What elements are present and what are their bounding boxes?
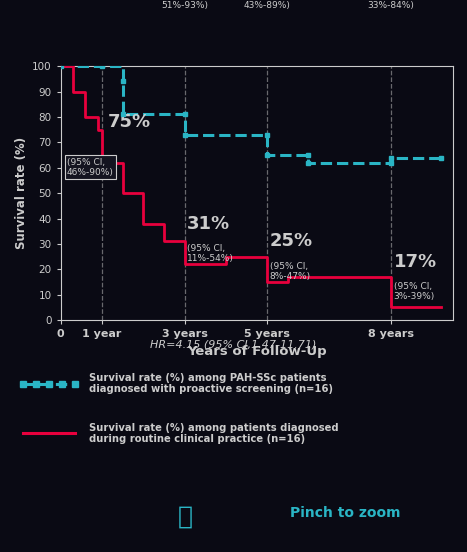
Text: 31%: 31% bbox=[187, 215, 230, 233]
Text: 75%: 75% bbox=[108, 113, 151, 131]
Text: Pinch to zoom: Pinch to zoom bbox=[290, 506, 400, 521]
X-axis label: Years of Follow-Up: Years of Follow-Up bbox=[187, 345, 326, 358]
Text: Survival rate (%) among PAH-SSc patients
diagnosed with proactive screening (n=1: Survival rate (%) among PAH-SSc patients… bbox=[89, 373, 333, 395]
Text: HR=4.15 (95% CI,1.47-11.71): HR=4.15 (95% CI,1.47-11.71) bbox=[150, 339, 317, 349]
Text: 👍: 👍 bbox=[177, 504, 192, 528]
Text: (95% CI,
11%-54%): (95% CI, 11%-54%) bbox=[187, 244, 234, 263]
Text: (95% CI,
51%-93%): (95% CI, 51%-93%) bbox=[161, 0, 208, 10]
Text: (95% CI,
43%-89%): (95% CI, 43%-89%) bbox=[244, 0, 290, 10]
Text: (95% CI,
46%-90%): (95% CI, 46%-90%) bbox=[67, 158, 114, 177]
Text: (95% CI,
8%-47%): (95% CI, 8%-47%) bbox=[269, 262, 311, 281]
Text: 17%: 17% bbox=[394, 253, 437, 271]
Y-axis label: Survival rate (%): Survival rate (%) bbox=[15, 137, 28, 250]
Text: 25%: 25% bbox=[269, 232, 313, 251]
Text: Survival rate (%) among patients diagnosed
during routine clinical practice (n=1: Survival rate (%) among patients diagnos… bbox=[89, 422, 339, 444]
Text: (95% CI,
33%-84%): (95% CI, 33%-84%) bbox=[368, 0, 415, 10]
Text: (95% CI,
3%-39%): (95% CI, 3%-39%) bbox=[394, 282, 435, 301]
